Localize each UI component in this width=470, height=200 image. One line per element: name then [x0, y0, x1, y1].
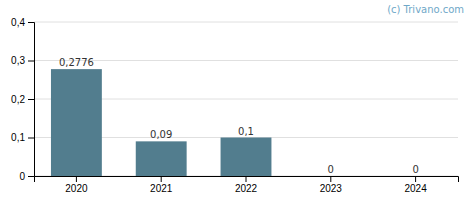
y-axis: 0 0,1 0,2 0,3 0,4	[11, 17, 34, 182]
y-tick: 0,3	[11, 55, 34, 66]
x-tick: 2024	[404, 176, 427, 194]
y-tick: 0,1	[11, 132, 34, 143]
y-tick: 0,2	[11, 94, 34, 105]
x-tick: 2020	[65, 176, 88, 194]
data-label: 0,1	[238, 126, 254, 137]
watermark: (c) Trivano.com	[387, 4, 464, 15]
x-tick: 2021	[150, 176, 173, 194]
y-tick-label: 0,3	[11, 55, 25, 66]
grid-line	[34, 60, 458, 61]
bar	[221, 138, 272, 177]
y-tick-label: 0,2	[11, 94, 25, 105]
x-axis-line	[35, 177, 459, 183]
x-tick-label: 2023	[320, 183, 343, 194]
bar	[390, 176, 441, 177]
bar	[305, 176, 356, 177]
x-axis: 2020 2021 2022 2023 2024	[35, 176, 459, 194]
data-labels: 0,2776 0,09 0,1 0 0	[59, 57, 419, 175]
x-tick: 2022	[235, 176, 258, 194]
x-tick-mark	[76, 176, 77, 182]
x-tick-mark	[161, 176, 162, 182]
y-tick-label: 0	[19, 171, 25, 182]
y-tick: 0	[19, 171, 34, 182]
x-tick-label: 2024	[404, 183, 427, 194]
x-tick-label: 2021	[150, 183, 173, 194]
y-tick: 0,4	[11, 17, 34, 28]
data-label: 0,2776	[59, 57, 94, 68]
x-tick-label: 2022	[235, 183, 258, 194]
plot: 00,10,20,30,4202020212022202320240,27760…	[11, 17, 458, 194]
y-tick-label: 0,1	[11, 132, 25, 143]
y-tick-mark	[28, 176, 34, 177]
x-tick-label: 2020	[65, 183, 88, 194]
x-tick-mark	[246, 176, 247, 182]
bar	[51, 69, 102, 176]
x-tick-mark	[415, 176, 416, 182]
data-label: 0	[328, 164, 334, 175]
data-label: 0,09	[150, 129, 172, 140]
y-tick-mark	[28, 22, 34, 23]
x-tick: 2023	[320, 176, 343, 194]
y-tick-mark	[28, 138, 34, 139]
x-tick-mark	[330, 176, 331, 182]
y-tick-mark	[28, 61, 34, 62]
y-axis-line	[28, 23, 35, 177]
y-tick-label: 0,4	[11, 17, 25, 28]
data-label: 0	[412, 164, 418, 175]
bar	[136, 141, 187, 176]
y-tick-mark	[28, 99, 34, 100]
bars	[51, 69, 271, 176]
grid-line	[34, 22, 458, 23]
chart: 00,10,20,30,4202020212022202320240,27760…	[0, 0, 470, 200]
grid	[34, 22, 458, 176]
